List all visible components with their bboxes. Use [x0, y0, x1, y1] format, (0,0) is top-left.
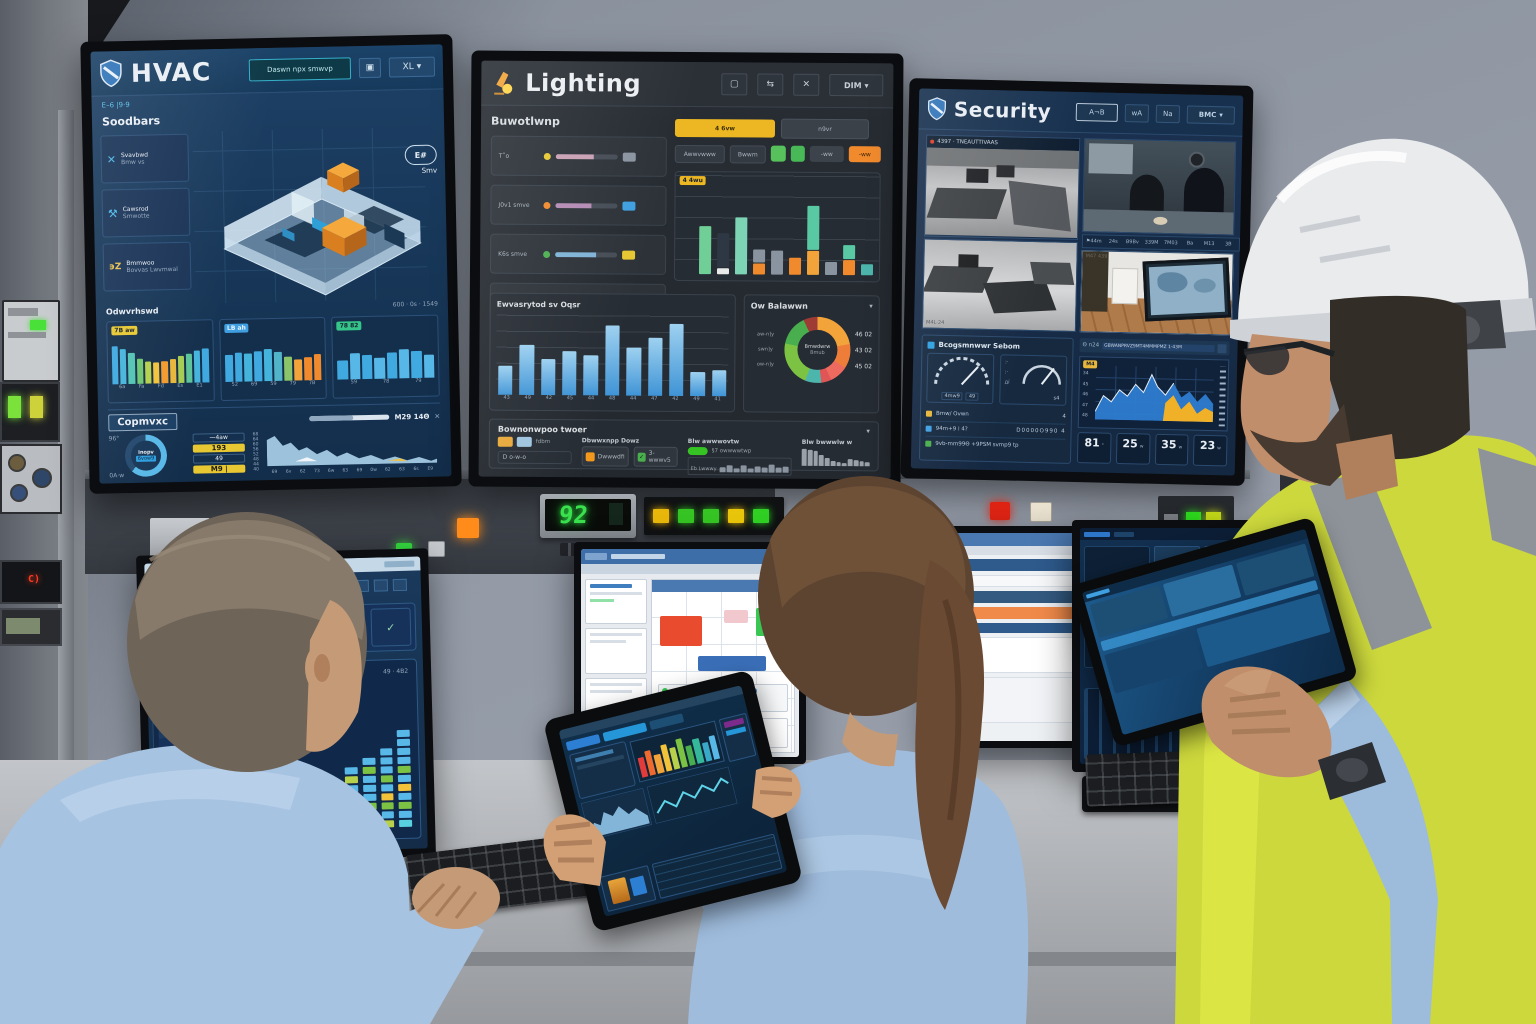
- module-sticker: [8, 308, 38, 316]
- arc-gauge: [1022, 364, 1061, 385]
- tablet-side-tile[interactable]: [718, 712, 757, 763]
- lighting-monitor: Lighting ▢ ⇆ ✕ DIM ▾ Buwotlwnp T˚o J0v1 s…: [468, 50, 904, 490]
- led-square-1: [8, 396, 21, 418]
- hvac-screen: HVAC Daswn npx smwvp ▣ XL ▾ E–6 |9·9 Sood…: [90, 44, 452, 484]
- indicator-light: [653, 509, 669, 523]
- red-event-block[interactable]: [660, 616, 702, 646]
- blue-action-button[interactable]: [698, 656, 766, 671]
- toolbar[interactable]: [935, 546, 1085, 555]
- tablet-woman[interactable]: [542, 669, 804, 933]
- tablet-thumb[interactable]: [599, 865, 657, 913]
- indicator-light-panel: [644, 497, 784, 535]
- hvac-floorplan: [192, 127, 428, 303]
- title-text-line: [611, 554, 665, 559]
- rack-module-knobs: [0, 444, 62, 514]
- indicator-light: [678, 509, 694, 523]
- rack-module-labels: [2, 300, 60, 382]
- hvac-unit-small: [327, 162, 360, 193]
- tablet-chip[interactable]: [649, 713, 685, 731]
- cream-button: [1030, 502, 1052, 522]
- rack-module-display: C): [0, 560, 62, 604]
- tab[interactable]: [1114, 531, 1134, 537]
- security-access-panel: Bcogsmnwwr Sebom 4mw9 49 :·: [918, 334, 1074, 464]
- security-shield-logo-icon: [927, 97, 947, 121]
- gauge-tile[interactable]: 4mw9 49: [926, 352, 995, 405]
- module-led-green: [30, 320, 46, 330]
- security-screen: Security A¬B wA Na BMC ▾ 4397 · TNEAUTTIV…: [910, 88, 1244, 476]
- indicator-light: [728, 509, 744, 523]
- knob: [10, 484, 28, 502]
- rack-red-led: C): [28, 574, 41, 585]
- security-activity-panel: Θ n24 GBWANPRVZ9MT4MMMPMZ 1·43M M4 34 45 4…: [1076, 338, 1230, 467]
- card[interactable]: [585, 579, 647, 625]
- led-square-2: [30, 396, 43, 418]
- security-monitor: Security A¬B wA Na BMC ▾ 4397 · TNEAUTTIV…: [900, 78, 1254, 486]
- arc-gauge: [934, 356, 990, 386]
- hvac-area-chart: [266, 435, 438, 467]
- lcd-panel: [6, 618, 40, 634]
- indicator-light: [703, 509, 719, 523]
- table-row-dark[interactable]: [939, 591, 1081, 603]
- tablet-line-chart: [646, 766, 738, 824]
- security-header: Security A¬B wA Na BMC ▾: [918, 88, 1244, 137]
- rack-module-leds: [0, 382, 60, 442]
- app-logo: [585, 553, 607, 560]
- gray-button: [428, 541, 445, 557]
- app-titlebar: [935, 533, 1085, 546]
- led-counter-unit: 92: [540, 494, 636, 538]
- knob: [32, 468, 52, 488]
- hvac-compressor-panel: Copmvxc M29 14Θ ✕ 96° Inopv 6vow9: [108, 402, 442, 483]
- tab[interactable]: [1084, 531, 1110, 537]
- tablet-screen: [558, 685, 788, 917]
- knob: [8, 454, 26, 472]
- tablet-list[interactable]: [651, 833, 783, 899]
- indicator-light: [753, 509, 769, 523]
- red-button: [990, 502, 1010, 520]
- hvac-unit-large: [322, 216, 367, 257]
- gauge-tile[interactable]: :·:· дỉ s4: [999, 354, 1068, 406]
- table-header: [939, 559, 1081, 571]
- hvac-shield-logo-icon: [100, 59, 122, 88]
- pink-event-block[interactable]: [724, 610, 748, 623]
- person-man-standing: [1175, 138, 1536, 1024]
- rack-module-lcd: [0, 608, 62, 646]
- card[interactable]: [585, 628, 647, 674]
- table-row-dark[interactable]: [939, 623, 1081, 633]
- lighting-header: Lighting ▢ ⇆ ✕ DIM ▾: [481, 60, 894, 109]
- lighting-screen: Lighting ▢ ⇆ ✕ DIM ▾ Buwotlwnp T˚o J0v1 s…: [478, 60, 894, 480]
- hvac-monitor: HVAC Daswn npx smwvp ▣ XL ▾ E–6 |9·9 Sood…: [80, 34, 462, 494]
- app-titlebar: [581, 549, 799, 564]
- security-area-chart: [1094, 365, 1214, 423]
- orange-button: [457, 518, 479, 538]
- lamp-icon: [494, 71, 513, 95]
- toolbar[interactable]: [581, 564, 799, 574]
- led-reflection: [609, 503, 623, 525]
- activity-chart-box: M4 34 45 46 47 48: [1077, 356, 1230, 432]
- module-sticker2: [8, 332, 46, 338]
- hvac-header: HVAC Daswn npx smwvp ▣ XL ▾: [90, 44, 444, 97]
